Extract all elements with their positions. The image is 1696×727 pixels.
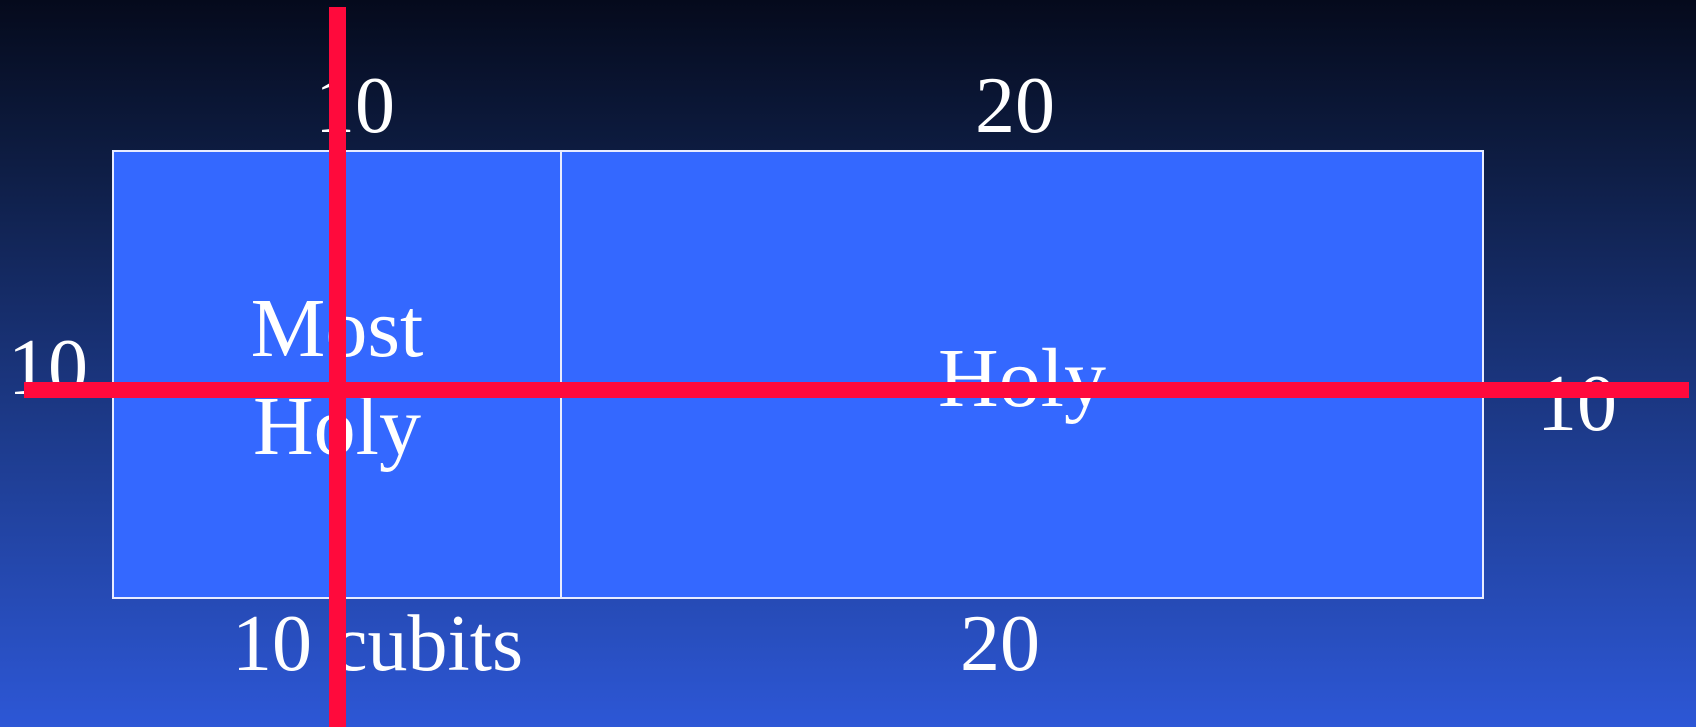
bottom-left-dimension-label: 10 cubits [232, 600, 524, 688]
horizontal-cross-line [24, 382, 1689, 398]
top-right-dimension-label: 20 [975, 62, 1055, 150]
holy-label-text: Holy [938, 332, 1106, 425]
top-left-dimension-label: 10 [315, 62, 395, 150]
right-side-dimension-label: 10 [1537, 360, 1617, 448]
holy-label: Holy [560, 330, 1484, 428]
bottom-right-dimension-label: 20 [960, 600, 1040, 688]
holy-room [560, 150, 1484, 599]
vertical-cross-line [329, 7, 346, 727]
